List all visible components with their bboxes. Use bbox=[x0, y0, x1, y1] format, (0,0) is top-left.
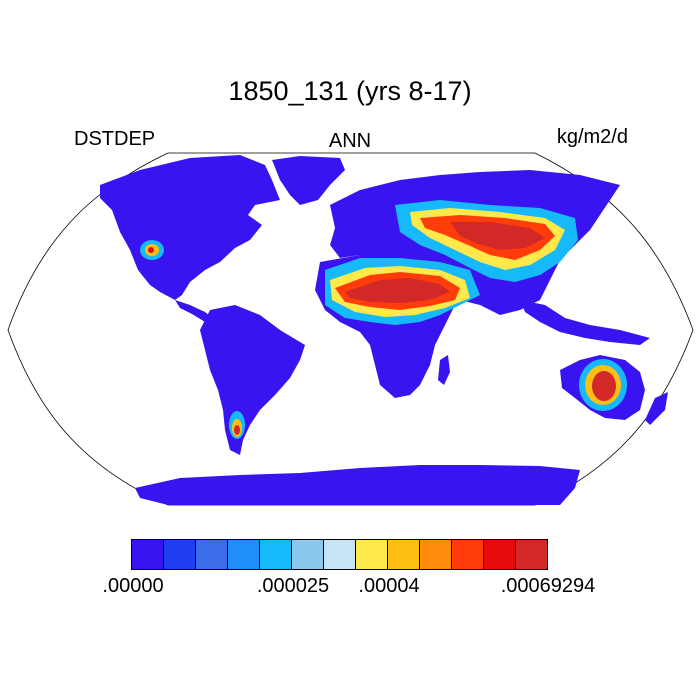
north-america bbox=[100, 155, 280, 300]
madagascar bbox=[438, 355, 450, 385]
colorbar-swatch bbox=[388, 540, 420, 569]
colorbar-tick-label: .00069294 bbox=[500, 575, 596, 597]
colorbar-swatch bbox=[292, 540, 324, 569]
antarctica bbox=[135, 465, 580, 505]
colorbar-tick-label: .00000 bbox=[102, 575, 164, 597]
colorbar-tick-label: .00004 bbox=[358, 575, 420, 597]
colorbar-swatch bbox=[516, 540, 547, 569]
variable-label: DSTDEP bbox=[74, 128, 156, 150]
colorbar-swatch bbox=[484, 540, 516, 569]
new-zealand bbox=[645, 392, 668, 425]
colorbar-swatch bbox=[260, 540, 292, 569]
south-america bbox=[200, 305, 305, 455]
map-title: 1850_131 (yrs 8-17) bbox=[228, 76, 472, 106]
colorbar-swatch bbox=[196, 540, 228, 569]
southeast-asia bbox=[520, 300, 650, 345]
colorbar-tick-label: .000025 bbox=[256, 575, 330, 597]
colorbar-swatch bbox=[228, 540, 260, 569]
colorbar-swatch bbox=[420, 540, 452, 569]
units-label: kg/m2/d bbox=[556, 126, 628, 148]
colorbar-swatch bbox=[164, 540, 196, 569]
greenland bbox=[272, 156, 345, 205]
colorbar-swatch bbox=[356, 540, 388, 569]
colorbar-swatch bbox=[132, 540, 164, 569]
deposition-hotspots bbox=[140, 200, 627, 439]
colorbar-swatch bbox=[452, 540, 484, 569]
colorbar-swatch bbox=[324, 540, 356, 569]
season-label: ANN bbox=[328, 130, 372, 152]
colorbar bbox=[131, 539, 548, 570]
